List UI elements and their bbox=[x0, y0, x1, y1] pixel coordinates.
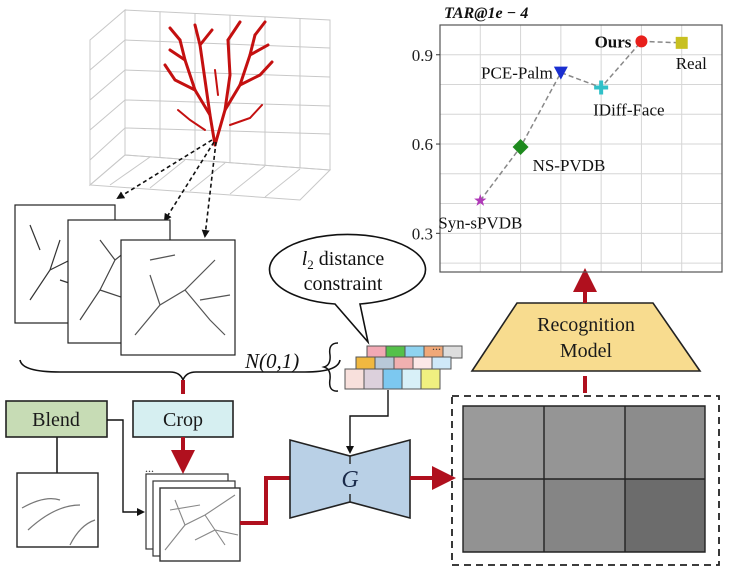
point-ns-pvdb-label: NS-PVDB bbox=[533, 156, 606, 175]
bubble-line2: constraint bbox=[304, 273, 383, 295]
noise-label: N(0,1) bbox=[244, 349, 299, 373]
noise-ellipsis: ... bbox=[432, 339, 441, 353]
noise-cell bbox=[404, 345, 425, 359]
generated-image-6 bbox=[625, 479, 705, 552]
noise-cell bbox=[393, 356, 414, 370]
chart-points: Syn-sPVDB NS-PVDB PCE-Palm IDiff-Face Ours Re… bbox=[438, 32, 707, 232]
crop-box: Crop bbox=[132, 400, 234, 438]
point-ns-pvdb-marker bbox=[512, 139, 529, 156]
output-dashed-frame bbox=[451, 395, 720, 566]
point-syn-spvdb-label: Syn-sPVDB bbox=[438, 214, 522, 233]
stack-ellipsis: ... bbox=[145, 461, 154, 475]
point-ours-label: Ours bbox=[595, 32, 632, 51]
noise-cell bbox=[442, 345, 463, 359]
generated-images bbox=[451, 395, 720, 566]
noise-cell bbox=[382, 368, 403, 390]
generated-image-1 bbox=[463, 406, 544, 479]
point-idiff-face-label: IDiff-Face bbox=[593, 100, 664, 119]
point-idiff-face-marker bbox=[594, 80, 609, 95]
y-tick-label: 0.9 bbox=[412, 46, 433, 65]
generated-image-2 bbox=[544, 406, 625, 479]
y-tick-label: 0.6 bbox=[412, 135, 433, 154]
cropped-image-stack: ... bbox=[145, 461, 241, 562]
noise-brace bbox=[321, 342, 339, 392]
point-real-label: Real bbox=[676, 54, 707, 73]
noise-cell bbox=[431, 356, 452, 370]
projection-arrows bbox=[116, 139, 217, 238]
noise-cell bbox=[363, 368, 384, 390]
noise-cell bbox=[366, 345, 387, 359]
point-pce-palm-label: PCE-Palm bbox=[481, 64, 553, 83]
bubble-line1: l2 distance bbox=[302, 248, 385, 272]
vessel-tree bbox=[163, 20, 274, 147]
point-syn-spvdb-marker bbox=[474, 194, 487, 206]
noise-arrow bbox=[346, 390, 389, 454]
point-pce-palm-marker bbox=[553, 66, 568, 80]
blend-label: Blend bbox=[32, 409, 80, 431]
generator-block: G bbox=[289, 438, 411, 520]
arrow-to-generator bbox=[240, 476, 290, 525]
generated-image-3 bbox=[625, 406, 705, 479]
noise-cell bbox=[401, 368, 422, 390]
recognition-line2: Model bbox=[560, 340, 613, 362]
point-ours-marker bbox=[635, 35, 648, 48]
blend-box: Blend bbox=[5, 400, 108, 438]
chart-title: TAR@1e − 4 bbox=[444, 5, 528, 22]
chart-grid bbox=[440, 25, 722, 272]
vein-pattern-images bbox=[14, 204, 236, 356]
recognition-line1: Recognition bbox=[537, 314, 635, 336]
generated-image-4 bbox=[463, 479, 544, 552]
noise-cell bbox=[355, 356, 376, 370]
noise-vectors bbox=[344, 345, 463, 390]
recognition-model: Recognition Model bbox=[470, 302, 702, 372]
blend-arrow bbox=[107, 419, 145, 516]
crop-label: Crop bbox=[163, 409, 203, 431]
chart-frame bbox=[439, 24, 723, 273]
noise-cell bbox=[420, 368, 441, 390]
chart-y-ticks: 0.3 0.6 0.9 bbox=[412, 46, 440, 243]
noise-cell bbox=[374, 356, 395, 370]
noise-cell bbox=[385, 345, 406, 359]
noise-cell bbox=[344, 368, 365, 390]
3d-vessel-plot bbox=[88, 8, 332, 201]
point-real-marker bbox=[675, 36, 688, 49]
tar-chart: TAR@1e − 4 0.3 0.6 0.9 Syn-sPVDB NS-PVDB PCE… bbox=[412, 5, 723, 273]
noise-cell bbox=[412, 356, 433, 370]
generated-image-5 bbox=[544, 479, 625, 552]
generator-label: G bbox=[341, 467, 358, 493]
y-tick-label: 0.3 bbox=[412, 224, 433, 243]
speech-bubble: l2 distance constraint bbox=[268, 233, 427, 345]
